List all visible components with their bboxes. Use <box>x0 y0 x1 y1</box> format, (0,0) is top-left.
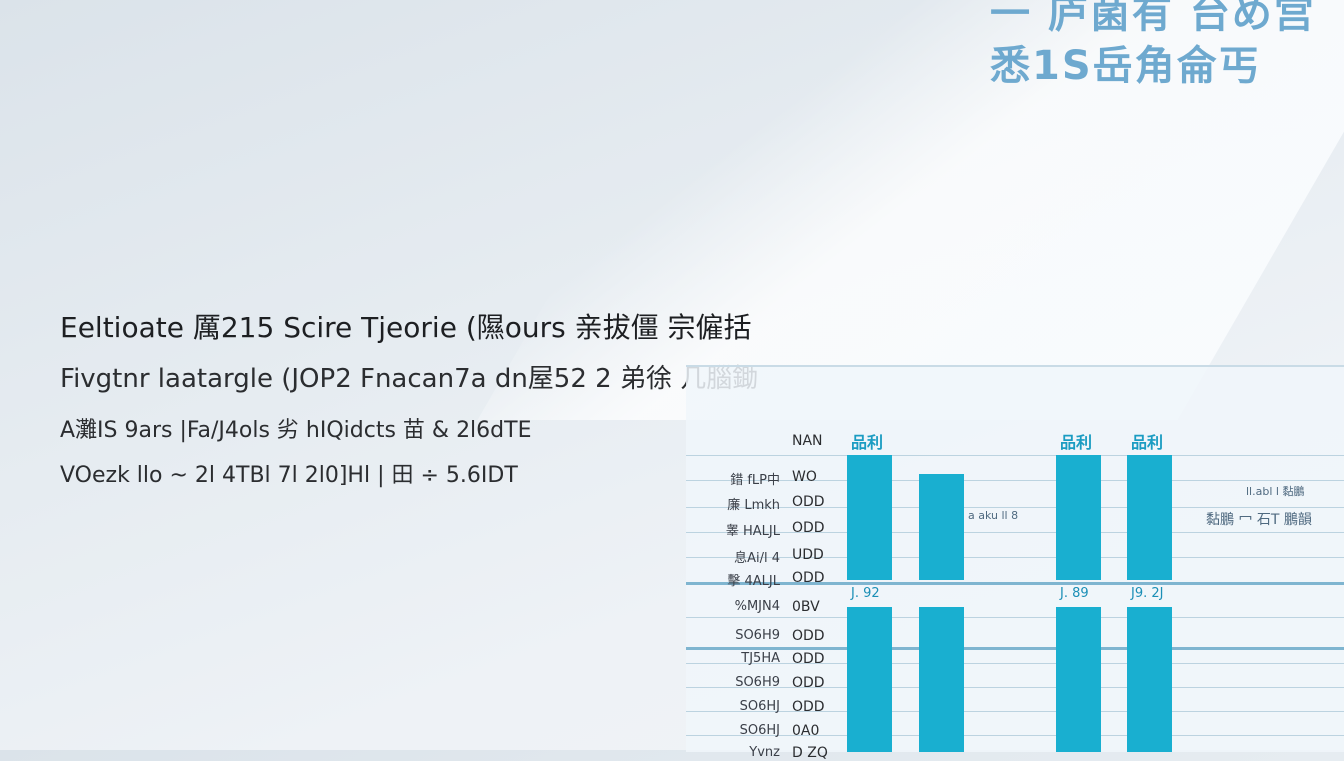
headline-line-2: Fivgtnr laatargle (JOP2 Fnacan7a dn屋52 2… <box>60 364 759 394</box>
row-value: ODD <box>792 494 825 510</box>
row-divider <box>686 711 1344 712</box>
row-value: UDD <box>792 547 824 563</box>
row-divider <box>686 647 1344 650</box>
data-table-panel: NAN a aku ll 8 ll.abl l 黏鵬 黏鵬 冖 石T 鵬韻 錯 … <box>686 365 1344 761</box>
row-divider <box>686 735 1344 736</box>
bar <box>1056 607 1101 752</box>
row-label: SO6HJ <box>739 723 780 738</box>
column-header: 品利 <box>1131 433 1164 452</box>
row-value: ODD <box>792 699 825 715</box>
row-divider <box>686 455 1344 456</box>
row-label: 擊 4ALJL <box>727 574 780 589</box>
headline-line-1: Eeltioate 厲215 Scire Tjeorie (隰ours 亲拔僵 … <box>60 311 752 344</box>
bar <box>1127 455 1172 580</box>
row-value: ODD <box>792 628 825 644</box>
row-value: ODD <box>792 520 825 536</box>
row-value: ODD <box>792 570 825 586</box>
row-divider <box>686 617 1344 618</box>
row-divider <box>686 557 1344 558</box>
row-value: ODD <box>792 651 825 667</box>
row-label: 睾 HALJL <box>725 524 780 539</box>
faint-note: ll.abl l 黏鵬 <box>1246 485 1305 498</box>
row-label: 息Ai/l 4 <box>734 551 780 566</box>
row-label: 錯 fLP中 <box>730 473 780 488</box>
row-divider <box>686 507 1344 508</box>
row-label: Yvnz <box>749 745 780 760</box>
row-divider <box>686 480 1344 481</box>
column-header: 品利 <box>1060 433 1093 452</box>
row-divider <box>686 532 1344 533</box>
headline-line-3: A灘IS 9ars |Fa/J4ols 劣 hIQidcts 苗 & 2l6dT… <box>60 418 532 443</box>
row-value: WO <box>792 469 817 485</box>
faint-note: 黏鵬 冖 石T 鵬韻 <box>1206 512 1312 528</box>
value-column-header: NAN <box>792 433 823 449</box>
row-value: 0BV <box>792 599 820 615</box>
row-value: 0A0 <box>792 723 820 739</box>
bar <box>1127 607 1172 752</box>
row-label: TJ5HA <box>741 651 780 666</box>
row-label: 廉 Lmkh <box>727 498 780 513</box>
row-value: D ZQ <box>792 745 828 761</box>
headline-line-4: VOezk llo ~ 2l 4TBl 7l 2l0]Hl | 田 ÷ 5.6I… <box>60 463 518 488</box>
bar <box>847 607 892 752</box>
row-divider <box>686 582 1344 585</box>
bar <box>919 607 964 752</box>
bar <box>919 474 964 580</box>
top-right-line-1: 一 庐菌有 台め宫 <box>990 0 1316 37</box>
row-divider <box>686 687 1344 688</box>
bar <box>1056 455 1101 580</box>
row-divider <box>686 663 1344 664</box>
top-right-title: 一 庐菌有 台め宫 悉1S岳角侖丐 <box>990 0 1316 92</box>
row-label: SO6H9 <box>735 675 780 690</box>
bar <box>847 455 892 580</box>
row-label: SO6HJ <box>739 699 780 714</box>
data-label: J9. 2J <box>1131 586 1164 601</box>
row-value: ODD <box>792 675 825 691</box>
top-right-line-2: 悉1S岳角侖丐 <box>990 43 1261 89</box>
row-label: SO6H9 <box>735 628 780 643</box>
faint-note: a aku ll 8 <box>968 509 1019 522</box>
data-label: J. 89 <box>1060 586 1089 601</box>
data-label: J. 92 <box>851 586 880 601</box>
column-header: 品利 <box>851 433 884 452</box>
row-label: %MJN4 <box>734 599 780 614</box>
